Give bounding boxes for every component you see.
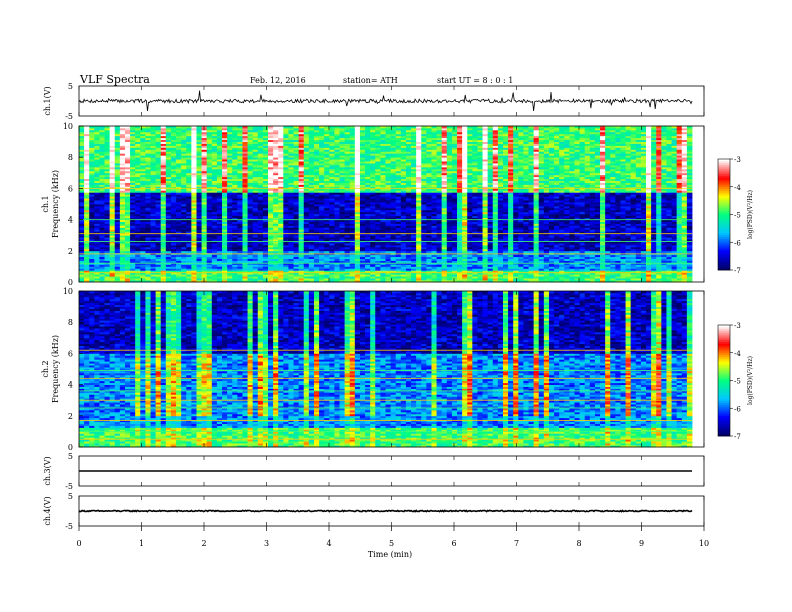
- x-axis-tick-label: 9: [639, 539, 644, 548]
- ch4-voltage-trace: [79, 510, 692, 511]
- colorbar-tick-label: -3: [734, 156, 741, 164]
- time-axis: 0 1 2 3 4 5 6 7 8 9 10: [76, 526, 709, 548]
- y-tick-label: 4: [68, 381, 73, 390]
- colorbar-tick-label: -4: [734, 184, 741, 192]
- colorbar-tick-label: -6: [734, 405, 741, 413]
- y-tick-label: -5: [65, 522, 73, 531]
- colorbar-tick-label: -7: [734, 433, 741, 441]
- y-axis-title: Frequency (kHz): [51, 335, 60, 403]
- y-tick-label: -5: [65, 482, 73, 491]
- colorbar-cell: [718, 159, 730, 161]
- y-tick-label: 5: [68, 452, 73, 461]
- ch2-spectrogram-panel: -3 -4 -5 -6 -7 log(PSD)(V²/Hz) ch.2 Frequency (…: [41, 287, 754, 452]
- colorbar-tick-label: -6: [734, 239, 741, 247]
- channel-label: ch.2: [41, 360, 50, 377]
- y-tick-label: 2: [68, 412, 73, 421]
- y-tick-label: 8: [68, 153, 73, 162]
- y-tick-label: 6: [68, 184, 73, 193]
- observation-date: Feb. 12, 2016: [250, 76, 306, 85]
- y-tick-label: 10: [63, 287, 73, 296]
- y-tick-label: 0: [68, 278, 73, 287]
- y-tick-label: 4: [68, 216, 73, 225]
- x-axis-tick-label: 8: [576, 539, 581, 548]
- y-axis-title: ch.1(V): [43, 86, 52, 115]
- colorbar-title: log(PSD)(V²/Hz): [747, 190, 754, 239]
- x-axis-tick-label: 0: [76, 539, 81, 548]
- ch1-voltage-trace: [79, 91, 692, 111]
- x-axis-tick-label: 3: [264, 539, 269, 548]
- y-axis-title: Frequency (kHz): [51, 170, 60, 238]
- y-tick-label: 5: [68, 492, 73, 501]
- colorbar-cell: [718, 325, 730, 327]
- colorbar-tick-label: -7: [734, 267, 741, 275]
- y-tick-label: 0: [68, 443, 73, 452]
- colorbar-tick-label: -5: [734, 378, 741, 386]
- x-axis-tick-label: 6: [451, 539, 456, 548]
- x-axis-tick-label: 4: [326, 539, 331, 548]
- x-axis-tick-label: 5: [389, 539, 394, 548]
- colorbar-title: log(PSD)(V²/Hz): [747, 356, 754, 405]
- ch1-voltage-panel: ch.1(V) 5 -5: [43, 82, 704, 121]
- ch4-voltage-panel: ch.4(V) 5 -5: [43, 492, 704, 531]
- station-name: station= ATH: [343, 76, 398, 85]
- y-tick-label: 6: [68, 349, 73, 358]
- y-tick-label: 2: [68, 247, 73, 256]
- vlf-spectra-figure: VLF Spectra Feb. 12, 2016 station= ATH s…: [0, 0, 792, 612]
- x-axis-title: Time (min): [368, 550, 412, 559]
- y-tick-label: -5: [65, 112, 73, 121]
- figure-title: VLF Spectra: [79, 73, 150, 86]
- ch1-spectrogram-panel: -3 -4 -5 -6 -7 log(PSD)(V²/Hz) ch.1 Frequency (…: [41, 122, 754, 287]
- ch3-voltage-panel: ch.3(V) 5 -5: [43, 452, 704, 491]
- x-axis-tick-label: 1: [139, 539, 144, 548]
- ch1-spectrogram-colorbar: -3 -4 -5 -6 -7 log(PSD)(V²/Hz): [718, 156, 754, 275]
- ch2-spectrogram-colorbar: -3 -4 -5 -6 -7 log(PSD)(V²/Hz): [718, 322, 754, 441]
- x-axis-tick-label: 10: [699, 539, 709, 548]
- colorbar-tick-label: -3: [734, 322, 741, 330]
- colorbar-tick-label: -4: [734, 350, 741, 358]
- y-axis-title: ch.4(V): [43, 496, 52, 525]
- colorbar-tick-label: -5: [734, 212, 741, 220]
- y-tick-label: 8: [68, 318, 73, 327]
- y-tick-label: 5: [68, 82, 73, 91]
- y-tick-label: 10: [63, 122, 73, 131]
- x-axis-tick-label: 7: [514, 539, 519, 548]
- x-axis-tick-label: 2: [201, 539, 206, 548]
- ch2-spectrogram-cells: [79, 291, 692, 447]
- channel-label: ch.1: [41, 195, 50, 212]
- ch1-spectrogram-cells: [79, 126, 692, 282]
- start-time: start UT = 8 : 0 : 1: [437, 76, 513, 85]
- y-axis-title: ch.3(V): [43, 456, 52, 485]
